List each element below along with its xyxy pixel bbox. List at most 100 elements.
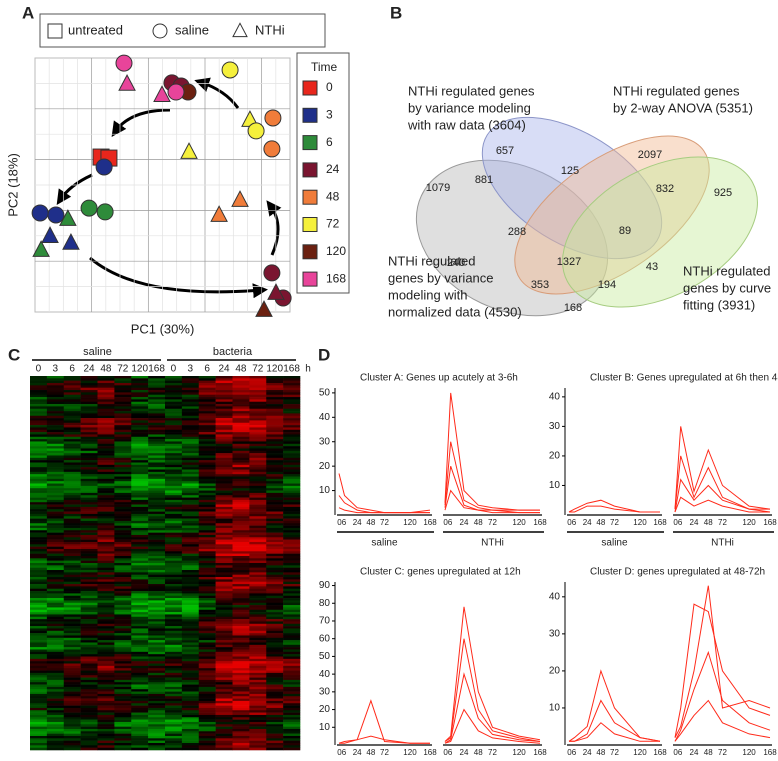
heatmap-cell bbox=[46, 537, 65, 540]
heatmap-cell bbox=[198, 661, 216, 664]
heatmap-cell bbox=[198, 735, 216, 739]
heatmap-cell bbox=[114, 450, 132, 454]
heatmap-cell bbox=[148, 649, 166, 653]
heatmap-cell bbox=[215, 506, 233, 510]
heatmap-cell bbox=[181, 495, 200, 498]
heatmap-cell bbox=[131, 450, 149, 454]
heatmap-cell bbox=[63, 647, 81, 650]
heatmap-cell bbox=[97, 621, 115, 625]
heatmap-cell bbox=[249, 570, 267, 573]
heatmap-cell bbox=[63, 534, 81, 538]
heatmap-cell bbox=[181, 710, 200, 713]
heatmap-cell bbox=[131, 408, 149, 412]
heatmap-cell bbox=[283, 392, 301, 395]
marker-circle bbox=[152, 23, 168, 39]
heatmap-cell bbox=[198, 633, 216, 636]
heatmap-cell bbox=[97, 633, 115, 636]
heatmap-cell bbox=[114, 581, 132, 585]
heatmap-cell bbox=[114, 665, 132, 669]
heatmap-cell bbox=[46, 492, 65, 496]
heatmap-cell bbox=[30, 457, 48, 461]
heatmap-cell bbox=[97, 460, 115, 463]
heatmap-cell bbox=[148, 712, 166, 716]
heatmap-cell bbox=[30, 691, 48, 695]
heatmap-cell bbox=[165, 476, 183, 480]
heatmap-cell bbox=[165, 411, 183, 414]
heatmap-cell bbox=[232, 443, 250, 447]
heatmap-cell bbox=[198, 577, 216, 580]
heatmap-cell bbox=[198, 691, 216, 695]
heatmap-cell bbox=[30, 392, 48, 395]
heatmap-cell bbox=[165, 534, 183, 538]
heatmap-cell bbox=[249, 464, 267, 468]
heatmap-cell bbox=[232, 649, 250, 653]
heatmap-cell bbox=[165, 654, 183, 657]
heatmap-cell bbox=[30, 539, 48, 543]
heatmap-cell bbox=[148, 467, 166, 470]
heatmap-cell bbox=[97, 738, 115, 741]
heatmap-cell bbox=[232, 717, 250, 720]
heatmap-cell bbox=[215, 742, 233, 746]
heatmap-cell bbox=[30, 387, 48, 391]
heatmap-cell bbox=[232, 647, 250, 650]
heatmap-cell bbox=[266, 446, 284, 449]
heatmap-cell bbox=[131, 415, 149, 419]
heatmap-cell bbox=[232, 619, 250, 622]
heatmap-cell bbox=[215, 651, 233, 655]
heatmap-cell bbox=[266, 605, 284, 608]
heatmap-cell bbox=[97, 703, 115, 706]
heatmap-cell bbox=[266, 422, 284, 426]
heatmap-cell bbox=[80, 406, 98, 410]
legend-label: 6 bbox=[326, 135, 333, 149]
heatmap-cell bbox=[215, 504, 233, 508]
x-tick-label: 72 bbox=[610, 748, 619, 757]
heatmap-cell bbox=[249, 516, 267, 519]
venn-set-label: NTHi regulated bbox=[683, 263, 770, 278]
heatmap-cell bbox=[63, 478, 81, 482]
heatmap-cell bbox=[63, 637, 81, 641]
heatmap-cell bbox=[249, 506, 267, 510]
heatmap-cell bbox=[198, 553, 216, 557]
heatmap-cell bbox=[131, 605, 149, 608]
heatmap-cell bbox=[215, 663, 233, 667]
heatmap-cell bbox=[148, 513, 166, 517]
heatmap-cell bbox=[215, 464, 233, 468]
heatmap-cell bbox=[131, 464, 149, 468]
heatmap-cell bbox=[97, 626, 115, 629]
heatmap-cell bbox=[131, 394, 149, 398]
heatmap-cell bbox=[198, 591, 216, 594]
profile-line bbox=[568, 499, 660, 513]
heatmap-cell bbox=[165, 527, 183, 531]
heatmap-cell bbox=[283, 469, 301, 473]
heatmap-cell bbox=[232, 553, 250, 557]
heatmap-cell bbox=[80, 586, 98, 590]
heatmap-cell bbox=[249, 579, 267, 582]
heatmap-cell bbox=[266, 600, 284, 604]
heatmap-cell bbox=[266, 621, 284, 625]
heatmap-cell bbox=[249, 530, 267, 533]
heatmap-cell bbox=[30, 605, 48, 608]
heatmap-cell bbox=[215, 469, 233, 473]
heatmap-cell bbox=[266, 642, 284, 646]
profile-line bbox=[444, 466, 540, 514]
heatmap-cell bbox=[46, 616, 65, 620]
heatmap-cell bbox=[232, 380, 250, 384]
heatmap-cell bbox=[131, 661, 149, 664]
heatmap-cell bbox=[181, 560, 200, 564]
heatmap-cell bbox=[283, 598, 301, 601]
heatmap-cell bbox=[249, 565, 267, 568]
heatmap-cell bbox=[80, 488, 98, 491]
heatmap-cell bbox=[30, 698, 48, 702]
heatmap-cell bbox=[249, 427, 267, 431]
heatmap-cell bbox=[148, 520, 166, 524]
heatmap-cell bbox=[249, 436, 267, 440]
heatmap-cell bbox=[215, 525, 233, 529]
heatmap-cell bbox=[198, 392, 216, 395]
heatmap-cell bbox=[30, 563, 48, 566]
heatmap-cell bbox=[232, 504, 250, 508]
heatmap-cell bbox=[46, 649, 65, 653]
heatmap-cell bbox=[114, 728, 132, 732]
heatmap-cell bbox=[63, 523, 81, 526]
heatmap-cell bbox=[30, 675, 48, 678]
heatmap-cell bbox=[148, 621, 166, 625]
